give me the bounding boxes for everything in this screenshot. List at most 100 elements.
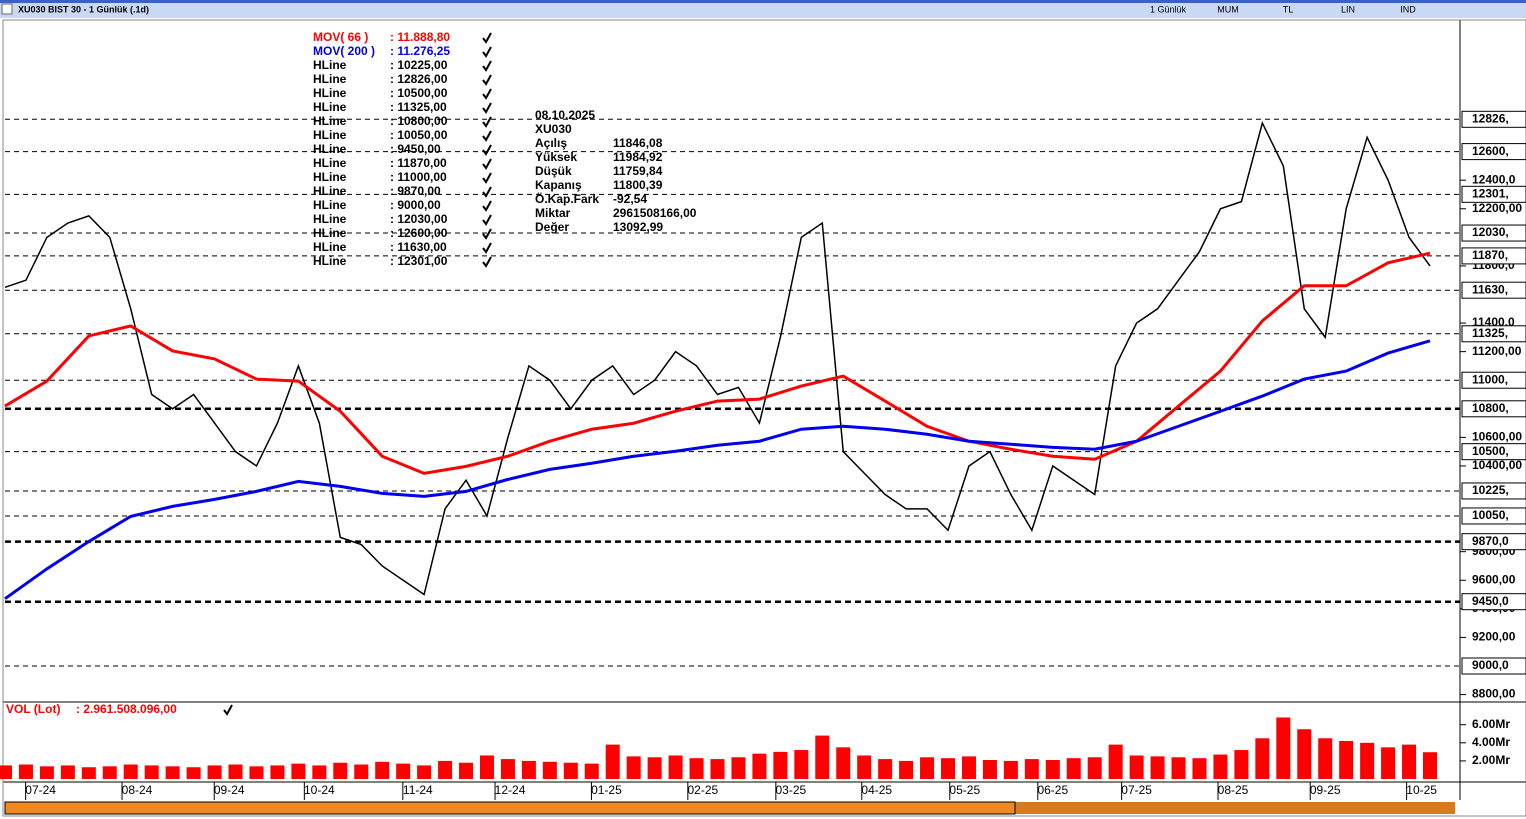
volume-bar [647,757,662,779]
x-tick-label: 07-25 [1121,783,1152,797]
legend-name: HLine [313,142,347,156]
info-value: 11846,08 [613,136,663,150]
hline-tag: 9450,0 [1472,594,1509,608]
y-tick-label: 9600,00 [1472,572,1516,586]
legend-value: : 11630,00 [390,240,447,254]
legend-name: HLine [313,170,347,184]
volume-bar [1192,758,1207,779]
hline-tag: 10050, [1472,508,1509,522]
legend-value: : 9000,00 [390,198,441,212]
legend-value: : 10500,00 [390,86,448,100]
volume-bar [668,755,683,779]
close-button[interactable] [1,3,13,15]
y-tick-label: 9200,00 [1472,630,1516,644]
info-symbol: XU030 [535,122,572,136]
check-icon [482,158,492,170]
legend-name: HLine [313,254,347,268]
y-tick-label: 10600,00 [1472,430,1522,444]
check-icon [482,46,492,58]
hline-tag-box [1461,143,1526,161]
check-icon [482,88,492,100]
volume-bar [417,765,432,779]
volume-bar [1129,755,1144,779]
y-tick-label: 11200,00 [1472,344,1522,358]
hline-tag-box [1461,247,1526,265]
legend-value: : 9450,00 [390,142,441,156]
hline-tag-box [1461,593,1526,611]
hline-tag-box [1461,224,1526,242]
legend-value: : 10050,00 [390,128,448,142]
x-tick-label: 08-25 [1218,783,1249,797]
info-label: Düşük [535,164,572,178]
check-icon [482,200,492,212]
hline-tag-box [1461,185,1526,203]
x-tick-label: 04-25 [861,783,892,797]
x-tick-label: 02-25 [687,783,718,797]
legend-name: HLine [313,226,347,240]
volume-bar [794,750,809,779]
info-label: Ö.Kap.Fark [535,191,599,206]
price-axis [1460,20,1526,702]
info-value: 11759,84 [613,164,663,178]
volume-bar [689,758,704,779]
volume-bar [1297,729,1312,779]
volume-bar [1108,744,1123,779]
check-icon [482,60,492,72]
volume-bar [626,756,641,779]
volume-value: : 2.961.508.096,00 [76,702,177,716]
info-label: Yüksek [535,150,577,164]
check-icon [482,242,492,254]
legend-value: : 12826,00 [390,72,448,86]
y-tick-label: 10400,00 [1472,458,1522,472]
volume-label: VOL (Lot) [6,702,60,716]
legend-name: HLine [313,198,347,212]
legend-value: : 11.888,80 [390,30,450,44]
volume-bar [982,760,997,779]
x-tick-label: 11-24 [403,783,433,797]
volume-bar [81,767,96,779]
check-icon [482,172,492,184]
info-value: -92,54 [613,192,647,206]
check-icon [482,74,492,86]
legend-value: : 12030,00 [390,212,448,226]
legend-name: HLine [313,114,347,128]
legend-name: HLine [313,212,347,226]
volume-bar [1255,738,1270,779]
check-icon [482,228,492,240]
volume-bar [102,766,117,779]
volume-bar [144,765,159,779]
volume-bar [1150,756,1165,779]
legend-name: HLine [313,100,347,114]
legend-value: : 11.276,25 [390,44,450,58]
x-tick-label: 03-25 [775,783,806,797]
hline-tag: 11000, [1472,372,1508,386]
x-tick-label: 01-25 [591,783,622,797]
x-tick-label: 12-24 [495,783,526,797]
volume-bar [941,758,956,779]
toolbar-item: LIN [1341,4,1355,14]
x-tick-label: 07-24 [25,783,56,797]
check-icon [482,116,492,128]
check-icon [482,32,492,44]
moving-average [4,339,1431,600]
legend-name: HLine [313,72,347,86]
volume-bar [396,763,411,779]
hline-tag: 9870,0 [1472,534,1509,548]
hline-tag-box [1461,281,1526,299]
hline-tag: 10225, [1472,483,1509,497]
volume-bar [1213,754,1228,779]
toolbar-item: MUM [1217,4,1239,14]
volume-bar [584,763,599,779]
hline-tag-box [1461,400,1526,418]
x-tick-label: 09-24 [214,783,245,797]
volume-bar [857,755,872,779]
title-bar [0,0,1526,18]
hline-tag: 10800, [1472,401,1509,415]
volume-bar [1045,760,1060,779]
info-value: 11984,92 [613,150,663,164]
hline-tag-box [1461,482,1526,500]
volume-bar [1339,741,1354,779]
legend-name: MOV( 66 ) [313,30,368,44]
scroll-thumb[interactable] [4,801,1016,815]
legend-value: : 11870,00 [390,156,447,170]
